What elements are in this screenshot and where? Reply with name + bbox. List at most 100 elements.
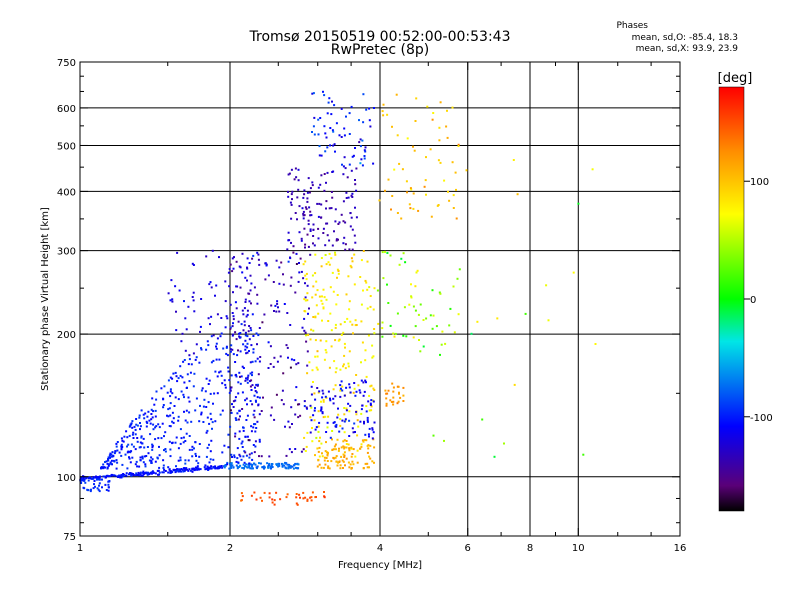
data-point — [255, 400, 257, 403]
data-point — [349, 212, 352, 215]
data-point — [297, 280, 300, 283]
data-point — [198, 420, 201, 423]
data-point — [219, 335, 222, 338]
data-point — [249, 372, 252, 375]
data-point — [244, 331, 247, 334]
data-point — [309, 253, 312, 256]
data-point — [235, 260, 238, 263]
data-point — [297, 168, 300, 171]
data-point — [410, 188, 413, 191]
data-point — [246, 435, 249, 438]
data-point — [348, 112, 351, 115]
data-point — [412, 336, 415, 339]
data-point — [326, 146, 329, 149]
data-point — [305, 406, 308, 409]
data-point — [178, 289, 181, 292]
data-point — [315, 280, 318, 283]
data-point — [204, 390, 207, 393]
data-point — [188, 358, 191, 361]
data-point — [180, 437, 183, 440]
data-point — [105, 476, 107, 479]
data-point — [346, 317, 349, 320]
data-point — [267, 465, 270, 468]
data-point — [141, 455, 144, 458]
data-point — [239, 382, 242, 385]
data-point — [152, 410, 155, 413]
data-point — [319, 409, 322, 412]
data-point — [131, 426, 134, 429]
data-point — [231, 257, 234, 260]
data-point — [295, 466, 297, 469]
data-point — [147, 452, 150, 455]
data-point — [234, 435, 237, 438]
data-point — [316, 368, 319, 371]
data-point — [191, 468, 194, 471]
data-point — [169, 448, 172, 451]
data-point — [154, 472, 157, 475]
data-point — [97, 478, 100, 481]
data-point — [304, 450, 307, 452]
data-point — [330, 460, 333, 463]
y-tick-label: 300 — [57, 247, 76, 258]
data-point — [199, 325, 202, 328]
data-point — [251, 458, 254, 461]
data-point — [175, 465, 177, 468]
data-point — [331, 271, 334, 274]
data-point — [367, 433, 370, 436]
data-point — [344, 221, 347, 224]
data-point — [185, 387, 188, 389]
data-point — [285, 344, 288, 347]
data-point — [177, 377, 180, 380]
data-point — [105, 460, 108, 463]
data-point — [362, 289, 364, 292]
data-point — [399, 396, 402, 399]
data-point — [162, 471, 165, 474]
data-point — [414, 309, 417, 312]
data-point — [190, 420, 193, 423]
data-point — [289, 201, 292, 204]
data-point — [322, 227, 325, 230]
data-point — [303, 193, 306, 196]
data-point — [319, 117, 322, 119]
data-point — [368, 394, 371, 397]
data-point — [296, 503, 299, 506]
data-point — [132, 473, 135, 476]
data-point — [401, 168, 404, 171]
data-point — [275, 259, 278, 262]
data-point — [432, 434, 435, 437]
data-point — [331, 430, 334, 432]
data-point — [329, 127, 332, 129]
data-point — [402, 394, 405, 397]
data-point — [145, 425, 148, 428]
data-point — [365, 405, 368, 408]
data-point — [389, 399, 392, 402]
data-point — [154, 409, 157, 412]
data-point — [245, 397, 248, 400]
data-point — [364, 279, 367, 282]
data-point — [114, 450, 117, 453]
data-point — [231, 348, 234, 351]
data-point — [316, 289, 319, 292]
data-point — [79, 477, 82, 480]
data-point — [253, 286, 256, 289]
data-point — [359, 447, 362, 450]
data-point — [350, 257, 353, 260]
data-point — [271, 501, 274, 504]
data-point — [120, 448, 123, 451]
data-point — [206, 446, 209, 449]
data-point — [235, 375, 238, 378]
data-point — [355, 324, 358, 326]
data-point — [252, 351, 255, 354]
data-point — [373, 461, 375, 464]
data-point — [171, 298, 174, 301]
data-point — [337, 449, 340, 452]
data-point — [350, 194, 353, 197]
data-point — [176, 380, 179, 383]
data-point — [342, 460, 345, 463]
data-point — [371, 428, 374, 431]
data-point — [162, 406, 165, 409]
data-point — [516, 193, 519, 196]
data-point — [342, 331, 345, 334]
data-point — [234, 399, 237, 402]
data-point — [296, 218, 298, 221]
